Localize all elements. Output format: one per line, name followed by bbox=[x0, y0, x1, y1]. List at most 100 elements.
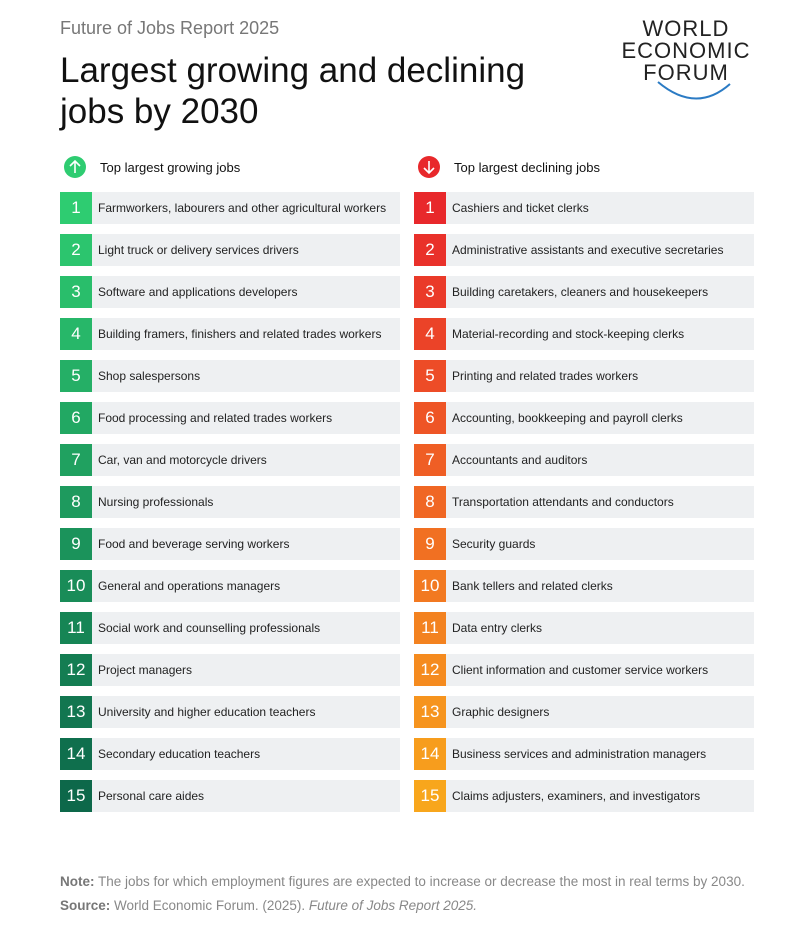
job-label: Material-recording and stock-keeping cle… bbox=[452, 327, 685, 341]
job-label: Graphic designers bbox=[452, 705, 550, 719]
kicker: Future of Jobs Report 2025 bbox=[60, 18, 280, 38]
logo: WORLD ECONOMIC FORUM bbox=[622, 16, 751, 100]
job-label: Shop salespersons bbox=[98, 369, 201, 383]
title-line: Largest growing and declining bbox=[60, 51, 526, 90]
job-label: Accountants and auditors bbox=[452, 453, 588, 467]
note-text: The jobs for which employment figures ar… bbox=[98, 874, 745, 889]
list-heading: Top largest declining jobs bbox=[414, 152, 754, 182]
job-label: Accounting, bookkeeping and payroll cler… bbox=[452, 411, 683, 425]
rank: 15 bbox=[60, 780, 92, 812]
job-row: 14 Secondary education teachers bbox=[60, 738, 400, 770]
job-row: 7 Car, van and motorcycle drivers bbox=[60, 444, 400, 476]
list-heading: Top largest growing jobs bbox=[60, 152, 400, 182]
rank: 11 bbox=[60, 612, 92, 644]
rank: 2 bbox=[60, 234, 92, 266]
job-row: 6 Accounting, bookkeeping and payroll cle… bbox=[414, 402, 754, 434]
job-label: Building framers, finishers and related … bbox=[98, 327, 382, 341]
rank: 4 bbox=[60, 318, 92, 350]
job-label: Printing and related trades workers bbox=[452, 369, 639, 383]
job-label: Security guards bbox=[452, 537, 536, 551]
rank: 1 bbox=[414, 192, 446, 224]
job-row: 13 University and higher education teache… bbox=[60, 696, 400, 728]
job-row: 15 Claims adjusters, examiners, and inves… bbox=[414, 780, 754, 812]
job-label: Software and applications developers bbox=[98, 285, 298, 299]
source: Source: World Economic Forum. (2025). Fu… bbox=[60, 898, 477, 913]
rank: 8 bbox=[60, 486, 92, 518]
job-label: Transportation attendants and conductors bbox=[452, 495, 674, 509]
rank: 4 bbox=[414, 318, 446, 350]
job-row: 14 Business services and administration m… bbox=[414, 738, 754, 770]
note-label: Note: bbox=[60, 874, 95, 889]
job-label: Car, van and motorcycle drivers bbox=[98, 453, 267, 467]
rank: 12 bbox=[60, 654, 92, 686]
note: Note: The jobs for which employment figu… bbox=[60, 874, 745, 889]
job-label: Administrative assistants and executive … bbox=[452, 243, 724, 257]
job-row: 7 Accountants and auditors bbox=[414, 444, 754, 476]
source-label: Source: bbox=[60, 898, 111, 913]
rank: 7 bbox=[414, 444, 446, 476]
job-row: 11 Social work and counselling profession… bbox=[60, 612, 400, 644]
job-label: Building caretakers, cleaners and housek… bbox=[452, 285, 709, 299]
job-label: Personal care aides bbox=[98, 789, 205, 803]
job-label: Claims adjusters, examiners, and investi… bbox=[452, 789, 701, 803]
job-label: Data entry clerks bbox=[452, 621, 543, 635]
job-row: 2 Light truck or delivery services driver… bbox=[60, 234, 400, 266]
rank: 13 bbox=[60, 696, 92, 728]
job-row: 12 Client information and customer servic… bbox=[414, 654, 754, 686]
job-label: Cashiers and ticket clerks bbox=[452, 201, 589, 215]
job-row: 12 Project managers bbox=[60, 654, 400, 686]
rank: 15 bbox=[414, 780, 446, 812]
job-label: Business services and administration man… bbox=[452, 747, 707, 761]
arrow-icon bbox=[418, 156, 440, 178]
job-label: General and operations managers bbox=[98, 579, 281, 593]
growing-list: Top largest growing jobs 1 Farmworkers, la… bbox=[60, 152, 400, 812]
job-row: 8 Nursing professionals bbox=[60, 486, 400, 518]
title: Largest growing and declining jobs by 20… bbox=[60, 50, 525, 132]
rank: 13 bbox=[414, 696, 446, 728]
job-row: 11 Data entry clerks bbox=[414, 612, 754, 644]
job-row: 9 Food and beverage serving workers bbox=[60, 528, 400, 560]
job-label: Food processing and related trades worke… bbox=[98, 411, 333, 425]
job-row: 5 Printing and related trades workers bbox=[414, 360, 754, 392]
job-row: 3 Software and applications developers bbox=[60, 276, 400, 308]
job-row: 4 Building framers, finishers and related… bbox=[60, 318, 400, 350]
job-row: 3 Building caretakers, cleaners and house… bbox=[414, 276, 754, 308]
job-row: 10 Bank tellers and related clerks bbox=[414, 570, 754, 602]
rank: 6 bbox=[414, 402, 446, 434]
rank: 10 bbox=[414, 570, 446, 602]
rank: 6 bbox=[60, 402, 92, 434]
job-label: Food and beverage serving workers bbox=[98, 537, 290, 551]
arrow bbox=[69, 159, 81, 173]
job-row: 13 Graphic designers bbox=[414, 696, 754, 728]
source-text: World Economic Forum. (2025). bbox=[114, 898, 306, 913]
rank: 1 bbox=[60, 192, 92, 224]
job-label: Nursing professionals bbox=[98, 495, 214, 509]
job-label: Farmworkers, labourers and other agricul… bbox=[98, 201, 387, 215]
rank: 3 bbox=[60, 276, 92, 308]
source-title: Future of Jobs Report 2025. bbox=[308, 898, 477, 913]
job-label: Client information and customer service … bbox=[452, 663, 709, 677]
job-row: 6 Food processing and related trades work… bbox=[60, 402, 400, 434]
job-row: 8 Transportation attendants and conductor… bbox=[414, 486, 754, 518]
job-label: Project managers bbox=[98, 663, 193, 677]
job-row: 5 Shop salespersons bbox=[60, 360, 400, 392]
declining-list: Top largest declining jobs 1 Cashiers and … bbox=[414, 152, 754, 812]
heading-text: Top largest declining jobs bbox=[454, 159, 600, 175]
rank: 7 bbox=[60, 444, 92, 476]
rank: 5 bbox=[60, 360, 92, 392]
job-label: Secondary education teachers bbox=[98, 747, 261, 761]
logo-text: WORLD bbox=[643, 16, 730, 41]
job-row: 2 Administrative assistants and executive… bbox=[414, 234, 754, 266]
logo-text: FORUM bbox=[643, 60, 729, 85]
rank: 3 bbox=[414, 276, 446, 308]
rank: 9 bbox=[60, 528, 92, 560]
job-label: Social work and counselling professional… bbox=[98, 621, 321, 635]
rank: 12 bbox=[414, 654, 446, 686]
logo-text: ECONOMIC bbox=[622, 38, 751, 63]
job-label: Light truck or delivery services drivers bbox=[98, 243, 299, 257]
rank: 8 bbox=[414, 486, 446, 518]
arrow bbox=[423, 161, 435, 175]
job-row: 1 Farmworkers, labourers and other agricu… bbox=[60, 192, 400, 224]
rank: 11 bbox=[414, 612, 446, 644]
